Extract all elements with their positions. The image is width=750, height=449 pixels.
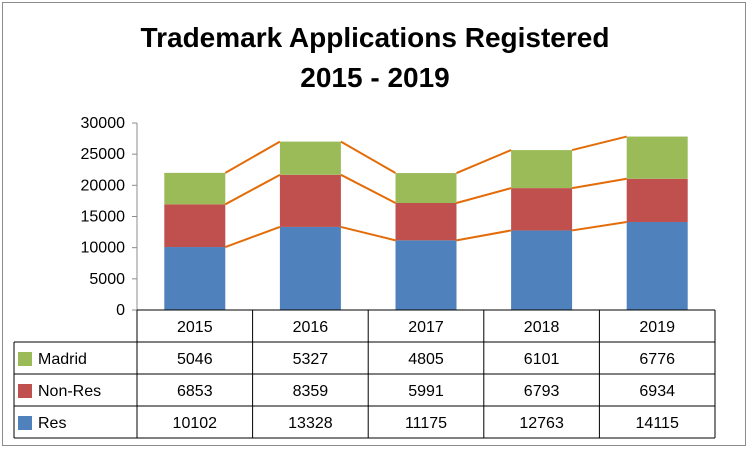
- series-line-non-res: [225, 175, 280, 204]
- bar-res: [627, 222, 688, 310]
- series-line-res: [457, 230, 512, 240]
- bar-res: [396, 240, 457, 310]
- table-value: 6776: [639, 351, 675, 368]
- legend-key-non-res: [18, 384, 32, 398]
- series-line-non-res: [457, 188, 512, 203]
- bar-res: [280, 227, 341, 310]
- bar-non-res: [164, 204, 225, 247]
- table-value: 6793: [524, 383, 560, 400]
- y-axis-group: 0 5000 10000 15000 20000 25000 30000: [81, 115, 138, 319]
- table-value: 14115: [636, 415, 679, 432]
- data-table-group: 2015 2016 2017 2018 2019 Madrid 5046 5327 4805 61…: [14, 310, 715, 438]
- table-value: 8359: [293, 383, 329, 400]
- y-tick-label: 15000: [81, 209, 126, 226]
- series-line-madrid: [341, 142, 396, 173]
- table-value: 13328: [288, 415, 333, 432]
- y-tick-label: 0: [116, 302, 125, 319]
- legend-key-madrid: [18, 352, 32, 366]
- x-category-label: 2019: [639, 319, 675, 336]
- x-category-label: 2015: [177, 319, 213, 336]
- series-line-madrid: [225, 142, 280, 173]
- table-value: 4805: [408, 351, 444, 368]
- bar-madrid: [164, 173, 225, 204]
- bar-madrid: [280, 142, 341, 175]
- x-category-label: 2017: [408, 319, 444, 336]
- table-value: 6853: [177, 383, 213, 400]
- table-value: 12763: [519, 415, 564, 432]
- table-value: 5991: [408, 383, 444, 400]
- y-tick-label: 30000: [81, 115, 126, 132]
- table-value: 6934: [639, 383, 675, 400]
- table-value: 10102: [173, 415, 218, 432]
- bar-non-res: [627, 179, 688, 222]
- legend-label: Res: [38, 415, 66, 432]
- x-category-label: 2016: [293, 319, 329, 336]
- series-line-res: [341, 227, 396, 240]
- table-value: 6101: [524, 351, 560, 368]
- stacked-bar-chart: 050001000015000200002500030000 201520162…: [0, 0, 750, 449]
- bar-res: [511, 230, 572, 310]
- table-value: 11175: [405, 415, 447, 432]
- bar-non-res: [280, 175, 341, 227]
- series-line-non-res: [341, 175, 396, 203]
- legend-label: Non-Res: [38, 383, 101, 400]
- series-line-madrid: [572, 137, 627, 151]
- series-line-res: [572, 222, 627, 230]
- series-line-madrid: [457, 150, 512, 173]
- y-tick-label: 10000: [81, 240, 126, 257]
- y-tick-label: 5000: [89, 271, 125, 288]
- y-tick-label: 25000: [81, 146, 126, 163]
- y-tick-label: 20000: [81, 177, 126, 194]
- series-line-non-res: [572, 179, 627, 188]
- table-value: 5327: [293, 351, 329, 368]
- bar-non-res: [396, 203, 457, 240]
- legend-label: Madrid: [38, 351, 87, 368]
- x-category-label: 2018: [524, 319, 560, 336]
- table-value: 5046: [177, 351, 213, 368]
- bar-madrid: [511, 150, 572, 188]
- bar-non-res: [511, 188, 572, 230]
- legend-key-res: [18, 416, 32, 430]
- series-line-res: [225, 227, 280, 247]
- bar-res: [164, 247, 225, 310]
- bar-madrid: [627, 137, 688, 179]
- bar-madrid: [396, 173, 457, 203]
